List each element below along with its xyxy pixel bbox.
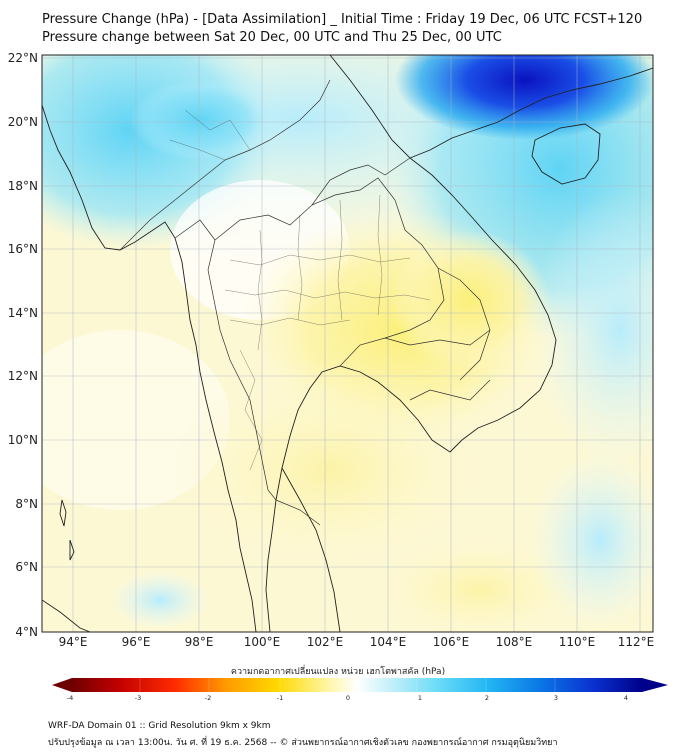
lon-label: 98°E bbox=[185, 635, 214, 649]
lat-label: 12°N bbox=[8, 369, 38, 383]
colorbar-tick: 0 bbox=[346, 694, 350, 702]
colorbar-gradient bbox=[72, 678, 642, 692]
colorbar-tick: -4 bbox=[67, 694, 73, 702]
colorbar-tick: 1 bbox=[418, 694, 422, 702]
credit-line: ปรับปรุงข้อมูล ณ เวลา 13:00น. วัน ศ. ที่… bbox=[48, 738, 558, 748]
colorbar-tick: -3 bbox=[135, 694, 141, 702]
map-title: Pressure Change (hPa) - [Data Assimilati… bbox=[42, 12, 643, 27]
coastlines bbox=[42, 55, 653, 632]
colorbar-tick: -1 bbox=[277, 694, 283, 702]
colorbar-tick: 2 bbox=[485, 694, 489, 702]
lat-label: 6°N bbox=[15, 560, 38, 574]
lat-label: 18°N bbox=[8, 179, 38, 193]
colorbar-tick: 4 bbox=[624, 694, 628, 702]
lon-label: 112°E bbox=[618, 635, 655, 649]
lon-label: 104°E bbox=[370, 635, 407, 649]
map-subtitle: Pressure change between Sat 20 Dec, 00 U… bbox=[42, 30, 502, 45]
latitude-labels: 22°N 20°N 18°N 16°N 14°N 12°N 10°N 8°N 6… bbox=[8, 51, 38, 639]
pressure-change-field bbox=[42, 55, 653, 632]
lon-label: 108°E bbox=[496, 635, 533, 649]
model-info: WRF-DA Domain 01 :: Grid Resolution 9km … bbox=[48, 721, 271, 731]
colorbar-max-arrow bbox=[642, 678, 668, 692]
lat-label: 20°N bbox=[8, 115, 38, 129]
colorbar-min-arrow bbox=[52, 678, 72, 692]
lon-label: 106°E bbox=[433, 635, 470, 649]
colorbar-tick: -2 bbox=[205, 694, 211, 702]
lon-label: 96°E bbox=[122, 635, 151, 649]
colorbar: -4 -3 -2 -1 0 1 2 3 4 bbox=[52, 678, 668, 702]
lat-label: 4°N bbox=[15, 625, 38, 639]
lon-label: 100°E bbox=[244, 635, 281, 649]
country-borders bbox=[119, 79, 491, 526]
colorbar-title: ความกดอากาศเปลี่ยนแปลง หน่วย เฮกโตพาสคัล… bbox=[230, 667, 446, 677]
lat-label: 22°N bbox=[8, 51, 38, 65]
lat-label: 10°N bbox=[8, 433, 38, 447]
lon-label: 102°E bbox=[307, 635, 344, 649]
lat-label: 14°N bbox=[8, 306, 38, 320]
lat-label: 16°N bbox=[8, 242, 38, 256]
longitude-labels: 94°E 96°E 98°E 100°E 102°E 104°E 106°E 1… bbox=[59, 635, 655, 649]
lon-label: 110°E bbox=[559, 635, 596, 649]
gridlines bbox=[42, 55, 653, 632]
map-frame bbox=[41, 54, 654, 633]
province-borders bbox=[169, 109, 431, 471]
lon-label: 94°E bbox=[59, 635, 88, 649]
colorbar-tick: 3 bbox=[554, 694, 558, 702]
lat-label: 8°N bbox=[15, 497, 38, 511]
